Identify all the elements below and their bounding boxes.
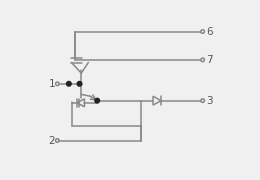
Circle shape <box>67 82 71 86</box>
Text: 1: 1 <box>48 79 55 89</box>
Circle shape <box>95 98 100 103</box>
Text: 6: 6 <box>206 26 213 37</box>
Text: 7: 7 <box>206 55 213 65</box>
Text: 2: 2 <box>48 136 55 145</box>
Circle shape <box>77 82 82 86</box>
Text: 3: 3 <box>206 96 213 106</box>
